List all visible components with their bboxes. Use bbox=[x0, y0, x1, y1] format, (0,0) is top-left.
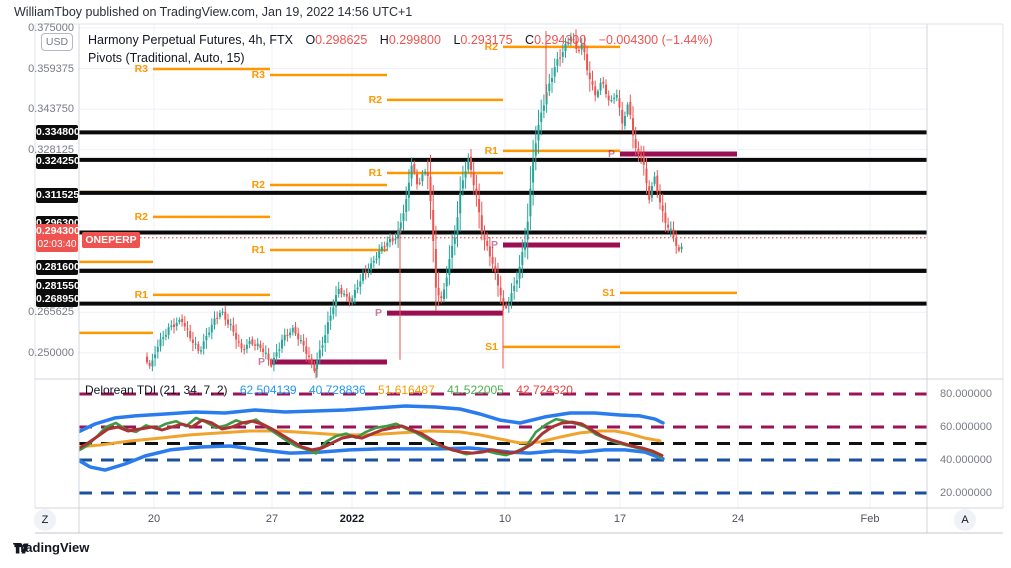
low-label: L bbox=[453, 33, 461, 47]
symbol-legend[interactable]: Harmony Perpetual Futures, 4h, FTX O0.29… bbox=[88, 33, 713, 47]
tdi-title[interactable]: Delorean TDI (21, 34, 7, 2) bbox=[85, 383, 228, 397]
symbol-title[interactable]: Harmony Perpetual Futures, 4h, FTX bbox=[88, 33, 293, 47]
tdi-value-base: 51.616487 bbox=[378, 383, 435, 397]
tradingview-logo[interactable]: TradingView bbox=[13, 540, 89, 555]
tradingview-logo-text: TradingView bbox=[13, 540, 90, 555]
auto-scale-button[interactable]: A bbox=[954, 509, 976, 531]
close-label: C bbox=[525, 33, 535, 47]
tdi-value-signal: 42.724320 bbox=[516, 383, 573, 397]
tdi-legend[interactable]: Delorean TDI (21, 34, 7, 2) 62.504139 40… bbox=[85, 383, 582, 397]
change-value: −0.004300 (−1.44%) bbox=[598, 33, 713, 47]
high-label: H bbox=[379, 33, 389, 47]
tradingview-logo-icon bbox=[14, 543, 29, 554]
scroll-left-button[interactable]: Z bbox=[34, 509, 56, 531]
close-value: 0.294300 bbox=[534, 33, 587, 47]
high-value: 0.299800 bbox=[388, 33, 441, 47]
snapshot-header: WilliamTboy published on TradingView.com… bbox=[14, 5, 413, 19]
low-value: 0.293175 bbox=[460, 33, 513, 47]
tdi-value-rsi: 41.522005 bbox=[447, 383, 504, 397]
pivots-legend[interactable]: Pivots (Traditional, Auto, 15) bbox=[88, 51, 245, 65]
open-value: 0.298625 bbox=[315, 33, 368, 47]
tdi-value-lower: 40.728836 bbox=[308, 383, 366, 397]
tdi-value-upper: 62.504139 bbox=[239, 383, 297, 397]
open-label: O bbox=[305, 33, 316, 47]
